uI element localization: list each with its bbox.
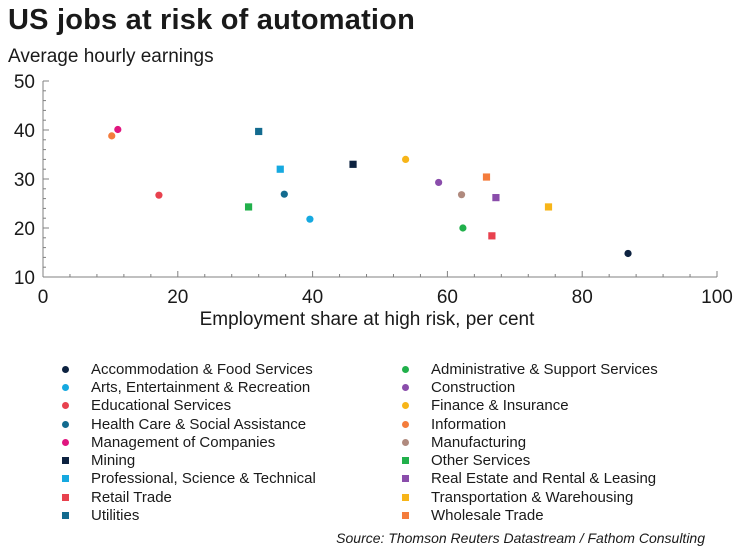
source-note: Source: Thomson Reuters Datastream / Fat… xyxy=(336,530,705,546)
data-point xyxy=(435,178,443,187)
y-tick-label: 30 xyxy=(14,170,35,191)
legend-label: Finance & Insurance xyxy=(431,397,569,415)
data-point xyxy=(244,203,253,211)
legend-column-left: Accommodation & Food Services Arts, Enter… xyxy=(60,360,316,525)
legend-label: Manufacturing xyxy=(431,433,527,451)
square-marker-icon xyxy=(402,493,409,501)
legend-label: Health Care & Social Assistance xyxy=(91,415,307,433)
legend-item: Construction xyxy=(400,378,658,396)
data-point xyxy=(155,191,163,199)
legend-label: Construction xyxy=(431,378,516,396)
data-point xyxy=(255,127,263,136)
x-tick-label: 100 xyxy=(701,287,733,308)
legend-label: Mining xyxy=(91,452,136,470)
data-point xyxy=(482,173,491,181)
square-marker-icon xyxy=(402,457,409,465)
legend-item: Mining xyxy=(60,451,316,469)
legend-label: Professional, Science & Technical xyxy=(91,470,316,488)
scatter-chart: 10 20 30 40 50 0 20 40 60 80 100 Employment share a… xyxy=(14,72,733,330)
square-marker-icon xyxy=(62,475,69,483)
legend-label: Retail Trade xyxy=(91,488,172,506)
square-marker-icon xyxy=(402,475,409,483)
legend-item: Real Estate and Rental & Leasing xyxy=(400,470,658,488)
legend-item: Other Services xyxy=(400,451,658,469)
legend-item: Manufacturing xyxy=(400,433,658,451)
legend-label: Transportation & Warehousing xyxy=(431,488,634,506)
y-tick-label: 50 xyxy=(14,72,35,93)
legend-item: Information xyxy=(400,415,658,433)
legend-label: Administrative & Support Services xyxy=(431,360,658,378)
circle-marker-icon xyxy=(402,402,409,410)
circle-marker-icon xyxy=(402,420,409,428)
data-point xyxy=(402,155,410,163)
square-marker-icon xyxy=(62,457,69,465)
legend-label: Educational Services xyxy=(91,397,232,415)
x-tick-label: 20 xyxy=(167,287,188,308)
circle-marker-icon xyxy=(62,402,69,410)
legend-item: Accommodation & Food Services xyxy=(60,360,316,378)
legend-item: Wholesale Trade xyxy=(400,506,658,524)
legend-item: Administrative & Support Services xyxy=(400,360,658,378)
legend-item: Utilities xyxy=(60,506,316,524)
legend-item: Transportation & Warehousing xyxy=(400,488,658,506)
legend-column-right: Administrative & Support Services Constru… xyxy=(400,360,658,525)
square-marker-icon xyxy=(402,512,409,520)
data-point xyxy=(114,125,122,134)
x-tick-label: 60 xyxy=(437,287,458,308)
legend-item: Health Care & Social Assistance xyxy=(60,415,316,433)
data-point xyxy=(492,194,500,202)
data-point xyxy=(349,160,357,168)
legend-item: Educational Services xyxy=(60,397,316,415)
legend-label: Accommodation & Food Services xyxy=(91,360,313,378)
legend-item: Management of Companies xyxy=(60,433,316,451)
x-tick-label: 0 xyxy=(38,287,49,308)
data-point xyxy=(488,232,496,240)
legend-item: Finance & Insurance xyxy=(400,397,658,415)
legend-item: Retail Trade xyxy=(60,488,316,506)
y-tick-label: 40 xyxy=(14,121,35,142)
square-marker-icon xyxy=(62,493,69,501)
circle-marker-icon xyxy=(402,438,409,446)
circle-marker-icon xyxy=(402,365,409,373)
x-tick-label: 40 xyxy=(302,287,323,308)
square-marker-icon xyxy=(62,512,69,520)
data-point xyxy=(276,165,284,173)
legend-label: Wholesale Trade xyxy=(431,507,544,525)
circle-marker-icon xyxy=(62,365,69,373)
circle-marker-icon xyxy=(62,420,69,428)
legend-label: Other Services xyxy=(431,452,531,470)
chart-title: US jobs at risk of automation xyxy=(8,4,416,36)
legend-item: Arts, Entertainment & Recreation xyxy=(60,378,316,396)
circle-marker-icon xyxy=(402,383,409,391)
x-tick-label: 80 xyxy=(572,287,593,308)
x-axis-label: Employment share at high risk, per cent xyxy=(200,309,535,330)
circle-marker-icon xyxy=(62,383,69,391)
legend-item: Professional, Science & Technical xyxy=(60,470,316,488)
y-tick-label: 20 xyxy=(14,219,35,240)
data-point xyxy=(544,203,553,211)
data-point xyxy=(280,190,288,198)
data-point xyxy=(457,191,466,199)
data-point xyxy=(459,224,467,232)
y-tick-label: 10 xyxy=(14,268,35,289)
chart-subtitle: Average hourly earnings xyxy=(8,46,214,67)
legend-label: Information xyxy=(431,415,507,433)
data-point xyxy=(624,249,632,258)
data-point xyxy=(108,132,116,140)
legend-label: Arts, Entertainment & Recreation xyxy=(91,378,311,396)
data-point xyxy=(306,215,314,223)
legend-label: Real Estate and Rental & Leasing xyxy=(431,470,657,488)
circle-marker-icon xyxy=(62,438,69,446)
legend-label: Management of Companies xyxy=(91,433,276,451)
legend-label: Utilities xyxy=(91,507,140,525)
